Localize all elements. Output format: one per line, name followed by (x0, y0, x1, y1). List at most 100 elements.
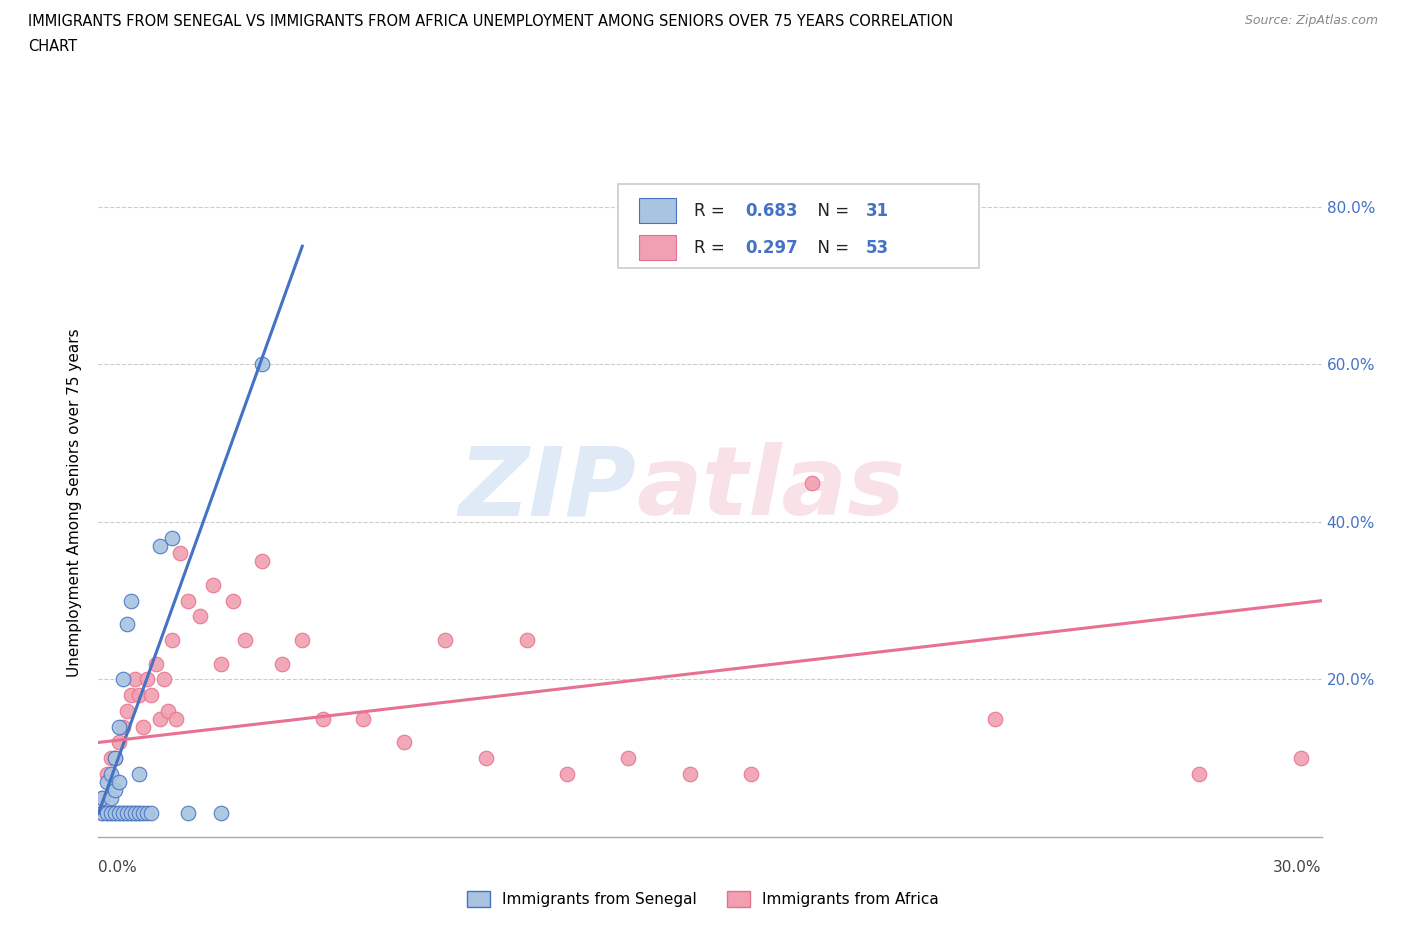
Point (128, 766, 150, 781)
Text: R =: R = (695, 239, 730, 257)
Point (100, 806, 122, 821)
Point (160, 632, 183, 647)
Point (108, 806, 131, 821)
Point (160, 530, 183, 545)
Point (120, 688, 142, 703)
Point (96, 775, 118, 790)
Point (152, 672, 174, 687)
Point (165, 711, 187, 726)
Point (149, 711, 172, 726)
Point (111, 719, 134, 734)
Point (557, 766, 579, 781)
Point (96, 806, 118, 821)
Point (104, 806, 127, 821)
Point (108, 735, 131, 750)
Point (115, 703, 138, 718)
Point (104, 782, 127, 797)
Point (104, 751, 127, 765)
Point (209, 806, 232, 821)
Point (108, 775, 131, 790)
Point (201, 578, 224, 592)
Point (111, 672, 134, 687)
Point (108, 719, 131, 734)
Text: R =: R = (695, 202, 730, 219)
Text: CHART: CHART (28, 39, 77, 54)
Point (132, 806, 155, 821)
Point (801, 475, 824, 490)
FancyBboxPatch shape (619, 184, 979, 268)
Bar (640, 235, 676, 259)
Point (141, 688, 163, 703)
Text: 0.0%: 0.0% (98, 860, 138, 875)
Point (250, 554, 273, 569)
Point (115, 806, 138, 821)
Point (91, 806, 114, 821)
Point (91, 790, 114, 805)
Point (1188, 766, 1211, 781)
Point (169, 546, 191, 561)
Point (156, 703, 179, 718)
Point (177, 806, 200, 821)
Point (392, 735, 416, 750)
Point (720, 215, 742, 230)
Point (188, 609, 212, 624)
Point (145, 657, 167, 671)
Text: 0.297: 0.297 (745, 239, 799, 257)
Bar (640, 198, 676, 223)
Point (132, 719, 155, 734)
Point (108, 806, 131, 821)
Point (270, 657, 294, 671)
Point (1291, 751, 1313, 765)
Point (91, 790, 114, 805)
Point (111, 806, 134, 821)
Point (434, 632, 457, 647)
Point (100, 751, 122, 765)
Point (352, 711, 374, 726)
Text: N =: N = (807, 202, 853, 219)
Point (120, 806, 142, 821)
Point (312, 711, 335, 726)
Text: IMMIGRANTS FROM SENEGAL VS IMMIGRANTS FROM AFRICA UNEMPLOYMENT AMONG SENIORS OVE: IMMIGRANTS FROM SENEGAL VS IMMIGRANTS FR… (28, 14, 953, 29)
Point (679, 766, 702, 781)
Text: 30.0%: 30.0% (1274, 860, 1322, 875)
Point (233, 632, 256, 647)
Point (128, 806, 150, 821)
Point (291, 632, 314, 647)
Legend: Immigrants from Senegal, Immigrants from Africa: Immigrants from Senegal, Immigrants from… (461, 884, 945, 913)
Text: 31: 31 (865, 202, 889, 219)
Point (617, 751, 640, 765)
Text: atlas: atlas (637, 443, 905, 536)
Point (104, 806, 127, 821)
Point (209, 657, 232, 671)
Point (128, 688, 150, 703)
Point (104, 751, 127, 765)
Text: 53: 53 (865, 239, 889, 257)
Point (474, 751, 498, 765)
Point (100, 766, 122, 781)
Point (984, 711, 1007, 726)
Point (100, 806, 122, 821)
Point (124, 806, 146, 821)
Point (111, 806, 134, 821)
Point (115, 617, 138, 631)
Point (740, 766, 762, 781)
Point (516, 632, 538, 647)
Point (136, 672, 159, 687)
Y-axis label: Unemployment Among Seniors over 75 years: Unemployment Among Seniors over 75 years (67, 328, 83, 676)
Point (120, 806, 142, 821)
Text: N =: N = (807, 239, 853, 257)
Point (177, 593, 200, 608)
Point (128, 806, 150, 821)
Point (222, 593, 245, 608)
Point (136, 806, 159, 821)
Point (124, 672, 146, 687)
Point (141, 806, 163, 821)
Text: ZIP: ZIP (458, 443, 637, 536)
Point (96, 806, 118, 821)
Point (149, 538, 172, 553)
Point (91, 806, 114, 821)
Point (100, 790, 122, 805)
Text: Source: ZipAtlas.com: Source: ZipAtlas.com (1244, 14, 1378, 27)
Point (115, 806, 138, 821)
Point (120, 593, 142, 608)
